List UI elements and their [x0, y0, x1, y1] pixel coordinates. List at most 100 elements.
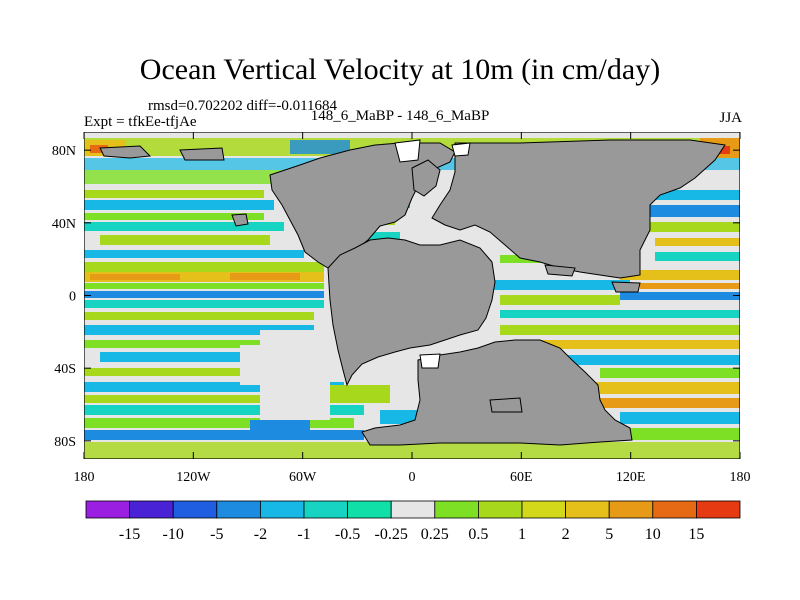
field-band — [500, 325, 740, 335]
field-band — [600, 398, 740, 408]
colorbar-label: -1 — [297, 526, 310, 543]
land-island-small — [179, 147, 225, 161]
land-northeast-continent — [431, 139, 726, 279]
colorbar-swatch — [390, 500, 436, 519]
field-band — [500, 295, 620, 305]
y-tick-label: 0 — [69, 290, 76, 305]
ice-shelf — [419, 353, 441, 369]
field-band — [84, 272, 324, 282]
colorbar-label: 5 — [605, 526, 613, 543]
colorbar-swatch — [608, 500, 654, 519]
colorbar-swatch — [477, 500, 523, 519]
colorbar-label: 10 — [645, 526, 661, 543]
field-band — [620, 412, 740, 424]
colorbar-swatch — [347, 500, 392, 519]
diff-label: diff= — [246, 98, 277, 114]
rmsd-diff-stats: rmsd=0.702202 diff=-0.011684 — [148, 98, 337, 114]
y-tick-label: 40N — [52, 217, 76, 232]
ice-shelves — [394, 139, 471, 369]
colorbar-label: 1 — [518, 526, 526, 543]
field-band — [84, 325, 314, 335]
field-band — [84, 222, 284, 231]
colorbar: -15 -10 -5 -2 -1 -0.5 -0.25 0.25 0.5 1 2 5 10 15 — [85, 500, 741, 543]
x-tick-label: 120E — [616, 470, 646, 485]
field-band — [655, 252, 740, 261]
rmsd-label: rmsd= — [148, 98, 187, 114]
x-tick-label: 0 — [409, 470, 416, 485]
field-band — [600, 428, 740, 440]
field-band — [84, 262, 324, 272]
field-band — [84, 213, 264, 220]
x-axis: 180 120W 60W 0 60E 120E 180 — [74, 132, 751, 485]
x-tick-label: 120W — [176, 470, 211, 485]
field-band — [100, 235, 270, 245]
land-island-small — [489, 397, 523, 413]
field-band — [84, 250, 304, 258]
colorbar-label: -10 — [163, 526, 184, 543]
field-band — [600, 368, 740, 378]
colorbar-swatch — [259, 500, 305, 519]
field-band — [620, 270, 740, 280]
colorbar-label: 0.25 — [421, 526, 449, 543]
colorbar-swatch — [172, 500, 218, 519]
colorbar-swatch — [129, 500, 174, 519]
chart-title: Ocean Vertical Velocity at 10m (in cm/da… — [139, 53, 661, 86]
colorbar-label: -0.5 — [335, 526, 360, 543]
field-band — [84, 300, 324, 308]
field-quiet-zone — [240, 345, 280, 385]
x-tick-label: 60W — [289, 470, 317, 485]
experiment-label: Expt = tfkEe-tfjAe — [84, 114, 197, 130]
x-tick-label: 180 — [74, 470, 95, 485]
colorbar-label: -2 — [254, 526, 267, 543]
field-band — [84, 312, 314, 320]
rmsd-value: 0.702202 — [186, 98, 243, 114]
land-masses — [99, 139, 726, 446]
ice-shelf — [451, 142, 471, 157]
y-tick-label: 80S — [54, 435, 76, 450]
colorbar-label: 0.5 — [468, 526, 488, 543]
diff-value: -0.011684 — [276, 98, 338, 114]
field-band — [84, 291, 324, 298]
field-band — [640, 283, 740, 289]
land-northwest-continent — [269, 142, 456, 269]
field-band — [500, 310, 740, 318]
field-blob — [290, 140, 350, 154]
colorbar-label: -5 — [210, 526, 223, 543]
field-band — [84, 190, 264, 198]
field-band — [84, 430, 364, 440]
colorbar-swatch — [652, 500, 697, 519]
field-band — [490, 280, 630, 290]
field-band — [230, 273, 300, 280]
land-central-continent — [327, 237, 496, 387]
field-band — [84, 395, 354, 403]
colorbar-swatch — [521, 500, 566, 519]
field-band — [520, 340, 740, 349]
land-island-small — [231, 213, 249, 227]
colorbar-swatch — [696, 500, 741, 519]
y-tick-label: 40S — [54, 362, 76, 377]
colorbar-swatch — [434, 500, 479, 519]
field-band — [84, 405, 364, 415]
x-tick-label: 180 — [730, 470, 751, 485]
field-band — [84, 170, 284, 184]
field-blob — [380, 410, 420, 424]
colorbar-swatch — [565, 500, 610, 519]
season-label: JJA — [719, 110, 742, 126]
field-band — [620, 190, 740, 200]
field-band — [100, 352, 270, 362]
y-tick-label: 80N — [52, 144, 76, 159]
field-band — [84, 368, 244, 376]
colorbar-label: 15 — [688, 526, 704, 543]
field-band — [90, 274, 180, 280]
field-band — [620, 292, 740, 300]
colorbar-swatch — [216, 500, 261, 519]
land-island-small — [99, 145, 152, 159]
land-greenland — [411, 159, 441, 197]
field-band — [650, 205, 740, 217]
field-band — [84, 382, 344, 392]
y-axis: 80N 40N 0 40S 80S — [52, 144, 740, 450]
colorbar-swatch — [85, 500, 130, 519]
x-tick-label: 60E — [510, 470, 533, 485]
field-blob — [330, 385, 390, 403]
